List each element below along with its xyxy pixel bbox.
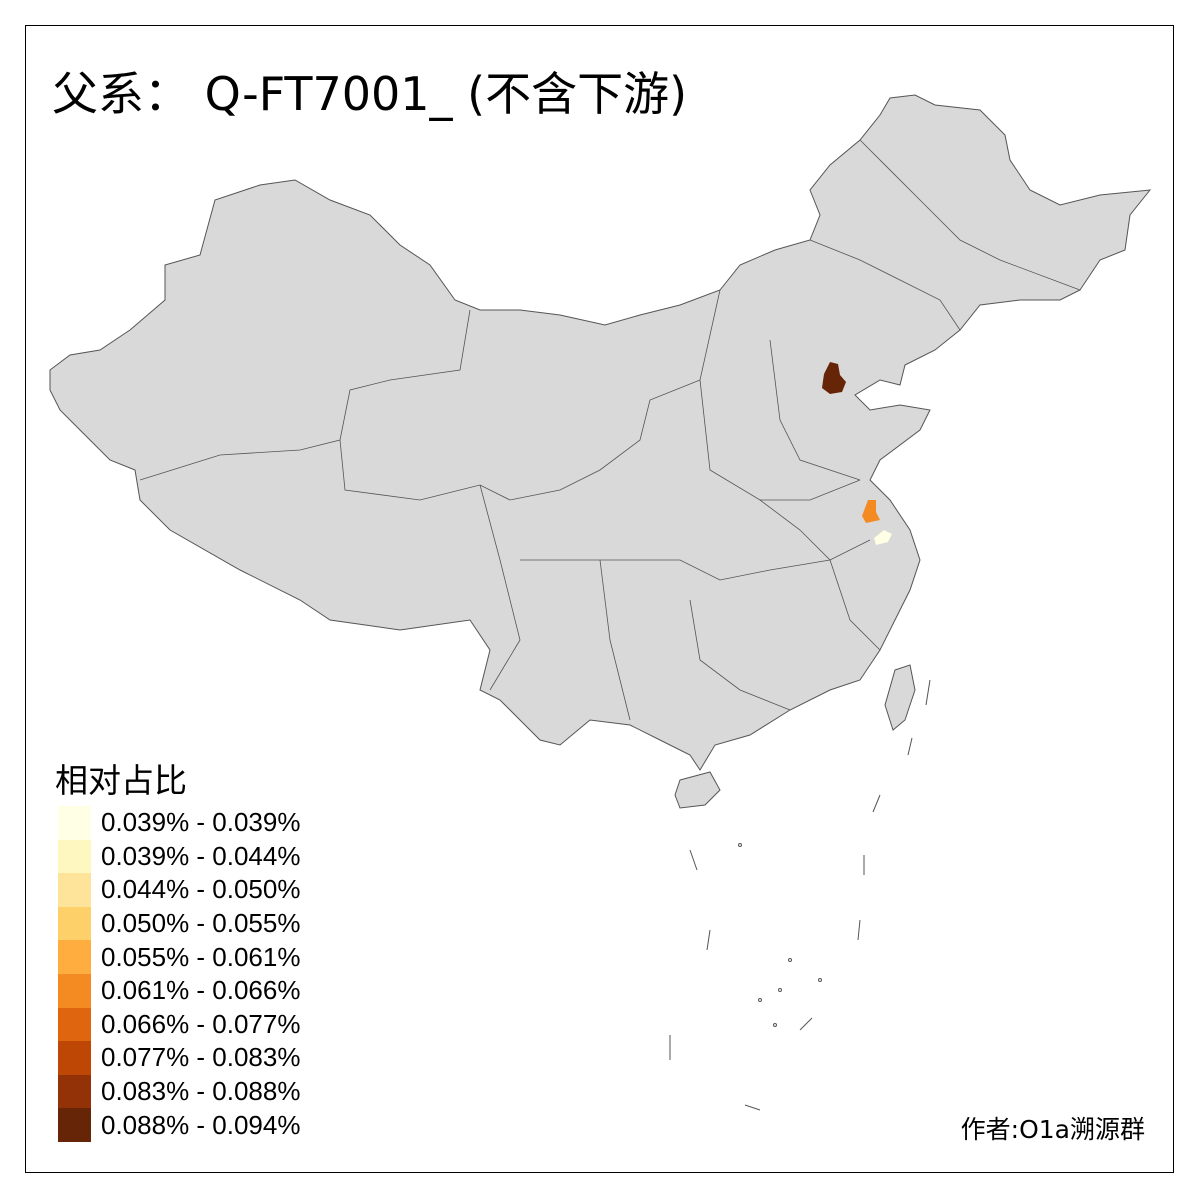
legend-swatch [58, 806, 91, 840]
legend-label: 0.088% - 0.094% [101, 1109, 301, 1140]
legend-label: 0.077% - 0.083% [101, 1042, 301, 1073]
legend-title: 相对占比 [55, 761, 187, 800]
legend-label: 0.039% - 0.039% [101, 807, 301, 838]
legend-swatch [58, 839, 91, 874]
plot-panel [25, 25, 1174, 1173]
legend-label: 0.066% - 0.077% [101, 1008, 301, 1039]
legend-swatch [58, 1041, 91, 1075]
legend-swatch [58, 1007, 91, 1042]
legend-swatch [58, 906, 91, 941]
legend-swatch [58, 974, 91, 1008]
legend-item: 0.050% - 0.055% [58, 906, 301, 941]
legend-label: 0.044% - 0.050% [101, 874, 301, 905]
hainan [674, 771, 721, 809]
author-credit: 作者:O1a溯源群 [960, 1115, 1145, 1144]
legend-item: 0.083% - 0.088% [58, 1074, 301, 1109]
legend-label: 0.039% - 0.044% [101, 840, 301, 871]
highlighted-region-tianjin [822, 362, 846, 394]
legend-item: 0.077% - 0.083% [58, 1041, 300, 1075]
province-borders [139, 139, 1081, 721]
mainland-china [49, 94, 1152, 771]
legend-swatch [58, 1108, 91, 1142]
legend-swatch [58, 873, 91, 907]
legend-item: 0.055% - 0.061% [58, 940, 300, 974]
legend-label: 0.055% - 0.061% [101, 941, 301, 972]
legend-label: 0.050% - 0.055% [101, 908, 301, 939]
south-china-sea-islands [669, 679, 931, 1111]
highlighted-region-pale [874, 530, 892, 545]
legend-swatch [58, 1074, 91, 1109]
map-title: 父系： Q-FT7001_ (不含下游) [52, 67, 688, 121]
highlighted-region-orange [862, 500, 880, 523]
legend-label: 0.061% - 0.066% [101, 975, 301, 1006]
legend-item: 0.061% - 0.066% [58, 974, 300, 1008]
legend-swatch [58, 940, 91, 974]
legend-item: 0.044% - 0.050% [58, 873, 300, 907]
taiwan [884, 664, 916, 731]
legend-item: 0.066% - 0.077% [58, 1007, 301, 1042]
legend-label: 0.083% - 0.088% [101, 1076, 301, 1107]
legend-item: 0.039% - 0.039% [58, 806, 300, 840]
legend-item: 0.088% - 0.094% [58, 1108, 300, 1142]
legend-item: 0.039% - 0.044% [58, 839, 301, 874]
